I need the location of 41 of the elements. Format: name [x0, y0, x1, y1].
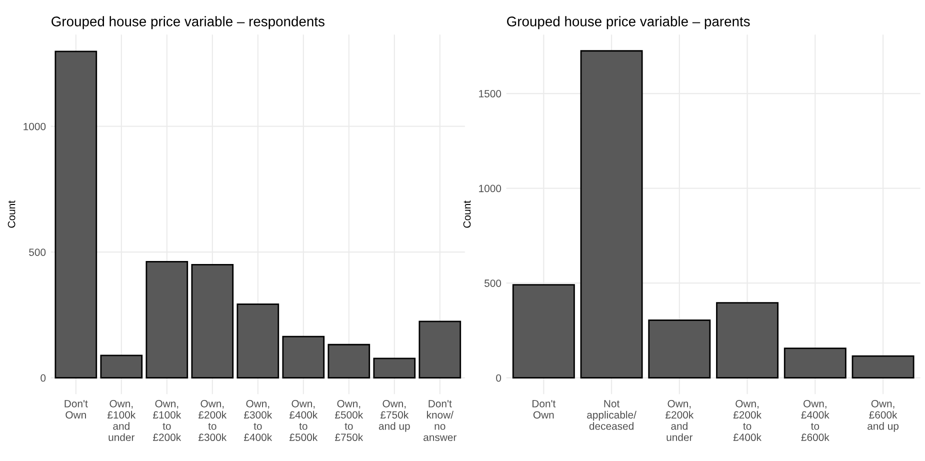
bar — [784, 348, 846, 379]
x-tick-label: Own, £600k and up — [868, 400, 899, 432]
bar — [146, 260, 188, 379]
y-tick-label: 0 — [40, 374, 46, 382]
y-tick-label: 1000 — [24, 122, 46, 130]
bar — [100, 354, 143, 379]
bar — [282, 336, 325, 379]
y-tick-label: 1000 — [479, 184, 502, 192]
y-tick-label: 0 — [496, 374, 502, 382]
bar — [236, 303, 280, 379]
bar — [580, 50, 643, 379]
x-tick-label: Own, £100k to £200k — [153, 400, 182, 442]
x-tick-label: Own, £200k and under — [666, 400, 694, 442]
y-tick-label: 1500 — [479, 90, 502, 98]
x-tick-label: Own, £200k to £300k — [198, 400, 227, 442]
bar — [648, 320, 711, 379]
y-tick-label: 500 — [29, 248, 46, 256]
y-axis-title: Count — [8, 200, 16, 228]
y-axis-title: Count — [463, 200, 471, 228]
x-tick-label: Don't Own — [532, 400, 556, 419]
x-tick-label: Own, £200k to £400k — [733, 400, 762, 442]
x-tick-label: Not applicable/ deceased — [587, 400, 636, 430]
x-tick-label: Own, £300k to £400k — [244, 400, 272, 442]
bar — [54, 50, 98, 379]
x-tick-label: Own, £400k to £500k — [290, 400, 318, 442]
x-tick-label: Don't Own — [64, 400, 88, 419]
chart-title: Grouped house price variable – respondents — [52, 16, 324, 30]
bar — [191, 264, 234, 379]
bar — [418, 320, 462, 379]
chart-title: Grouped house price variable – parents — [507, 16, 750, 30]
y-tick-label: 500 — [484, 280, 502, 287]
x-tick-label: Own, £100k and under — [108, 400, 136, 442]
x-tick-label: Don't know/ no answer — [424, 400, 457, 442]
bar — [852, 355, 914, 379]
bar — [328, 344, 370, 379]
bar — [512, 284, 575, 379]
bar — [373, 358, 416, 379]
x-tick-label: Own, £400k to £600k — [801, 400, 830, 442]
x-tick-label: Own, £500k to £750k — [335, 400, 364, 442]
bar — [716, 302, 779, 379]
x-tick-label: Own, £750k and up — [378, 400, 410, 432]
